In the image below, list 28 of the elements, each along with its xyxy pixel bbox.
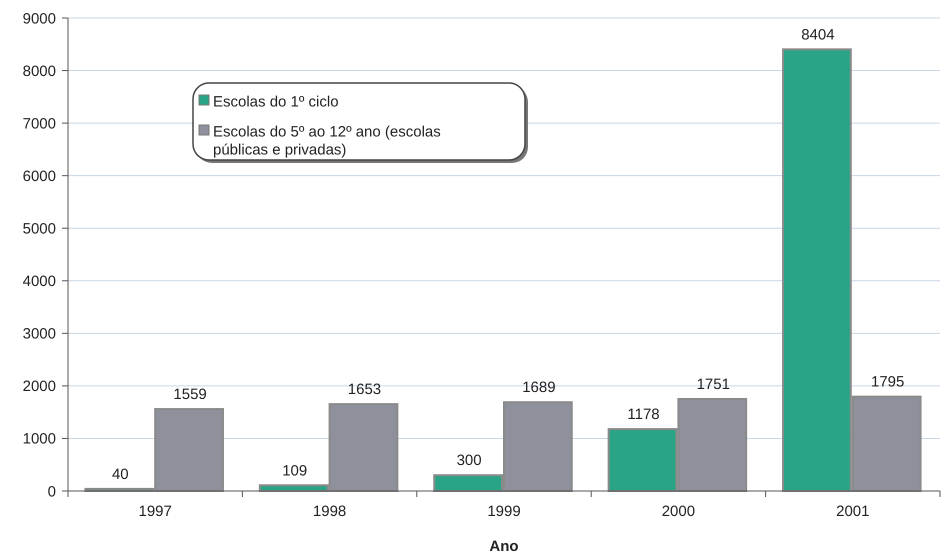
y-tick-label: 2000 [22, 378, 56, 396]
x-tick-label: 1999 [487, 503, 521, 520]
y-tick-label: 4000 [22, 273, 56, 290]
y-tick-label: 5000 [22, 220, 56, 238]
y-tick-label: 7000 [22, 115, 56, 132]
y-tick-label: 8000 [22, 62, 56, 80]
data-label: 1559 [173, 386, 207, 404]
data-label: 1653 [348, 381, 382, 398]
x-axis-title: Ano [489, 538, 519, 555]
y-tick-label: 6000 [22, 168, 56, 185]
data-label: 300 [456, 452, 482, 470]
data-label: 40 [112, 466, 129, 483]
y-tick-label: 9000 [22, 10, 56, 28]
x-tick-label: 2001 [836, 503, 870, 520]
x-tick-label: 2000 [662, 503, 696, 520]
legend-label: Escolas do 5º ao 12º ano (escolas públicas e privadas) [213, 123, 441, 158]
y-tick-label: 1000 [22, 430, 56, 448]
data-label: 1795 [870, 374, 904, 391]
y-tick-label: 3000 [22, 326, 56, 343]
data-label: 1689 [522, 379, 556, 396]
data-label: 1178 [627, 406, 660, 424]
data-label: 8404 [801, 26, 835, 44]
data-label: 1751 [696, 376, 730, 393]
x-tick-label: 1997 [138, 503, 172, 520]
x-tick-label: 1998 [312, 503, 346, 520]
legend-label: Escolas do 1º ciclo [213, 93, 339, 110]
y-tick-label: 0 [48, 483, 56, 500]
data-label: 109 [282, 462, 308, 480]
